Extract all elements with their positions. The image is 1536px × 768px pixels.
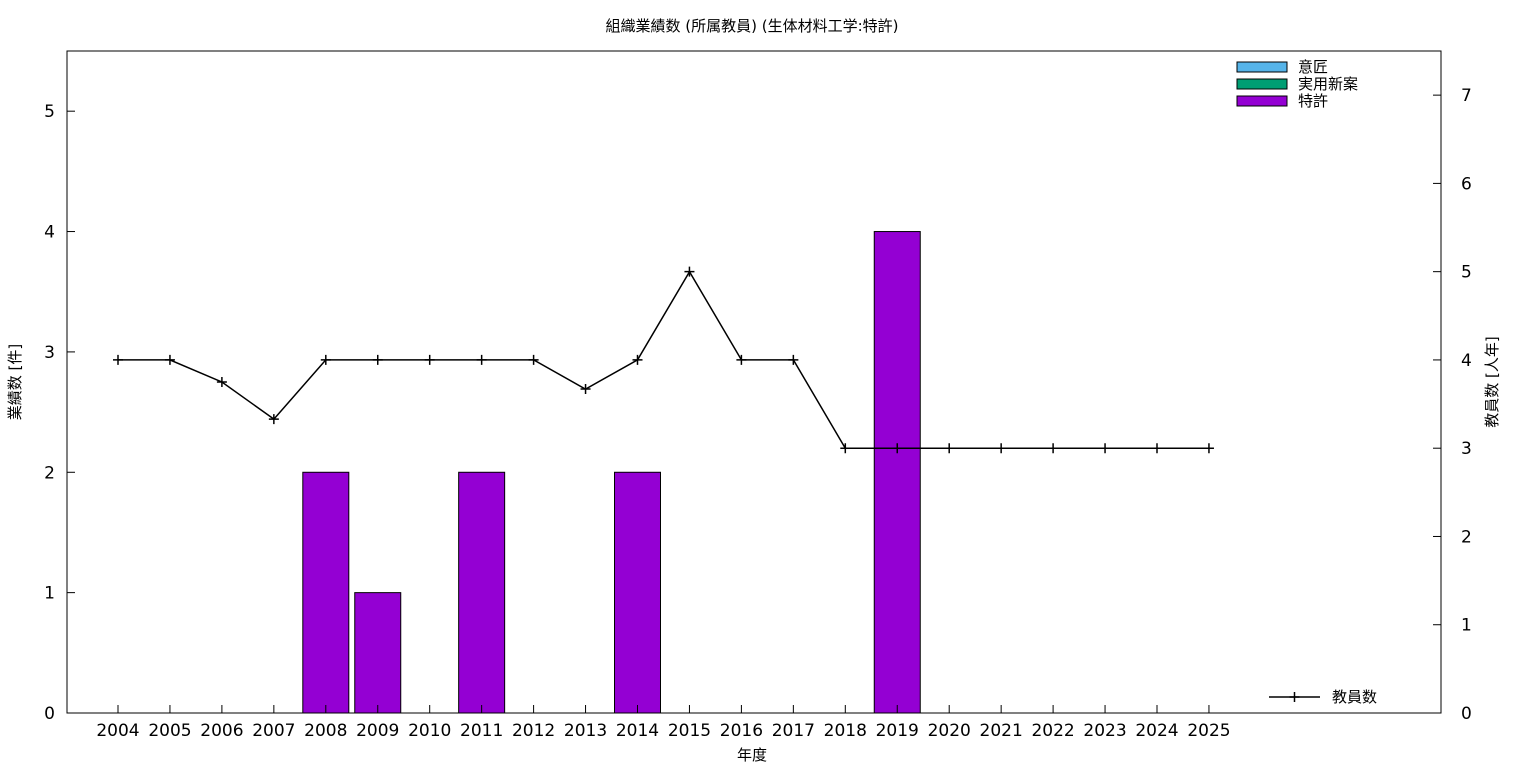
bar: [354, 592, 402, 714]
y-tick-label-left: 1: [44, 584, 55, 604]
series-point: [528, 354, 539, 365]
series-point: [736, 354, 747, 365]
bar: [873, 231, 921, 714]
y-tick-label-right: 2: [1461, 527, 1472, 547]
x-tick-label: 2011: [460, 721, 503, 741]
y-axis-label-right: 教員数 [人年]: [1483, 336, 1501, 427]
series-point: [164, 354, 175, 365]
x-tick-label: 2025: [1187, 721, 1230, 741]
y-axis-label-left: 業績数 [件]: [6, 344, 24, 420]
x-tick-label: 2012: [512, 721, 555, 741]
plot-frame: [66, 50, 1442, 714]
x-tick-label: 2020: [928, 721, 971, 741]
x-tick-label: 2013: [564, 721, 607, 741]
x-tick-label: 2017: [772, 721, 815, 741]
legend-label: 実用新案: [1298, 75, 1358, 93]
axes-layer: 0 1 2 3 4 5 0 1 2 3 4 5 6 7 2004 2005 2006 2007 2008 2009 20…: [44, 50, 1472, 741]
y-tick-label-left: 5: [44, 102, 55, 122]
legend-swatch: [1236, 78, 1288, 90]
series-line: [118, 270, 1209, 449]
y-tick-label-right: 6: [1461, 174, 1472, 194]
legend-swatch: [1236, 61, 1288, 73]
y-tick-label-left: 3: [44, 343, 55, 363]
y-tick-label-right: 0: [1461, 704, 1472, 724]
x-tick-label: 2016: [720, 721, 763, 741]
series-point: [580, 384, 591, 395]
x-tick-label: 2010: [408, 721, 451, 741]
x-tick-label: 2021: [980, 721, 1023, 741]
series-point: [892, 443, 903, 454]
y-tick-label-left: 4: [44, 223, 55, 243]
series-point: [424, 354, 435, 365]
series-point: [944, 443, 955, 454]
series-point: [840, 443, 851, 454]
series-point: [320, 354, 331, 365]
series-point: [1048, 443, 1059, 454]
legend-label: 特許: [1298, 92, 1328, 110]
x-tick-label: 2024: [1135, 721, 1178, 741]
series-point: [1203, 443, 1214, 454]
line-layer: [113, 266, 1214, 454]
x-tick-label: 2015: [668, 721, 711, 741]
y-tick-label-right: 5: [1461, 263, 1472, 283]
series-point: [788, 354, 799, 365]
series-point: [996, 443, 1007, 454]
y-tick-label-left: 2: [44, 463, 55, 483]
x-tick-label: 2022: [1031, 721, 1074, 741]
series-point: [1152, 443, 1162, 454]
bar: [302, 471, 350, 714]
x-tick-label: 2008: [304, 721, 347, 741]
legend-line-marker: [1289, 692, 1300, 702]
bars-layer: [302, 231, 921, 714]
series-point: [268, 414, 279, 425]
series-point: [684, 266, 695, 277]
y-tick-label-right: 4: [1461, 351, 1472, 371]
legend-swatch: [1236, 95, 1288, 107]
x-tick-label: 2006: [200, 721, 243, 741]
legend-label: 意匠: [1298, 58, 1328, 76]
x-tick-label: 2005: [148, 721, 191, 741]
x-tick-label: 2019: [876, 721, 919, 741]
x-tick-label: 2004: [96, 721, 139, 741]
series-point: [113, 354, 123, 365]
series-point: [372, 354, 383, 365]
y-tick-label-right: 7: [1461, 86, 1472, 106]
bar: [614, 471, 661, 714]
x-tick-label: 2014: [616, 721, 659, 741]
x-tick-label: 2023: [1083, 721, 1126, 741]
y-tick-label-right: 3: [1461, 439, 1472, 459]
legend-line-label: 教員数: [1332, 688, 1377, 706]
series-point: [632, 354, 643, 365]
x-axis-label: 年度: [737, 746, 767, 764]
bar: [458, 471, 506, 714]
chart-title: 組織業績数 (所属教員) (生体材料工学:特許): [606, 17, 899, 35]
series-point: [1100, 443, 1111, 454]
x-tick-label: 2009: [356, 721, 399, 741]
y-tick-label-right: 1: [1461, 616, 1472, 636]
x-tick-label: 2018: [824, 721, 867, 741]
series-point: [476, 354, 487, 365]
y-tick-label-left: 0: [44, 704, 55, 724]
x-tick-label: 2007: [252, 721, 295, 741]
series-point: [216, 377, 227, 387]
